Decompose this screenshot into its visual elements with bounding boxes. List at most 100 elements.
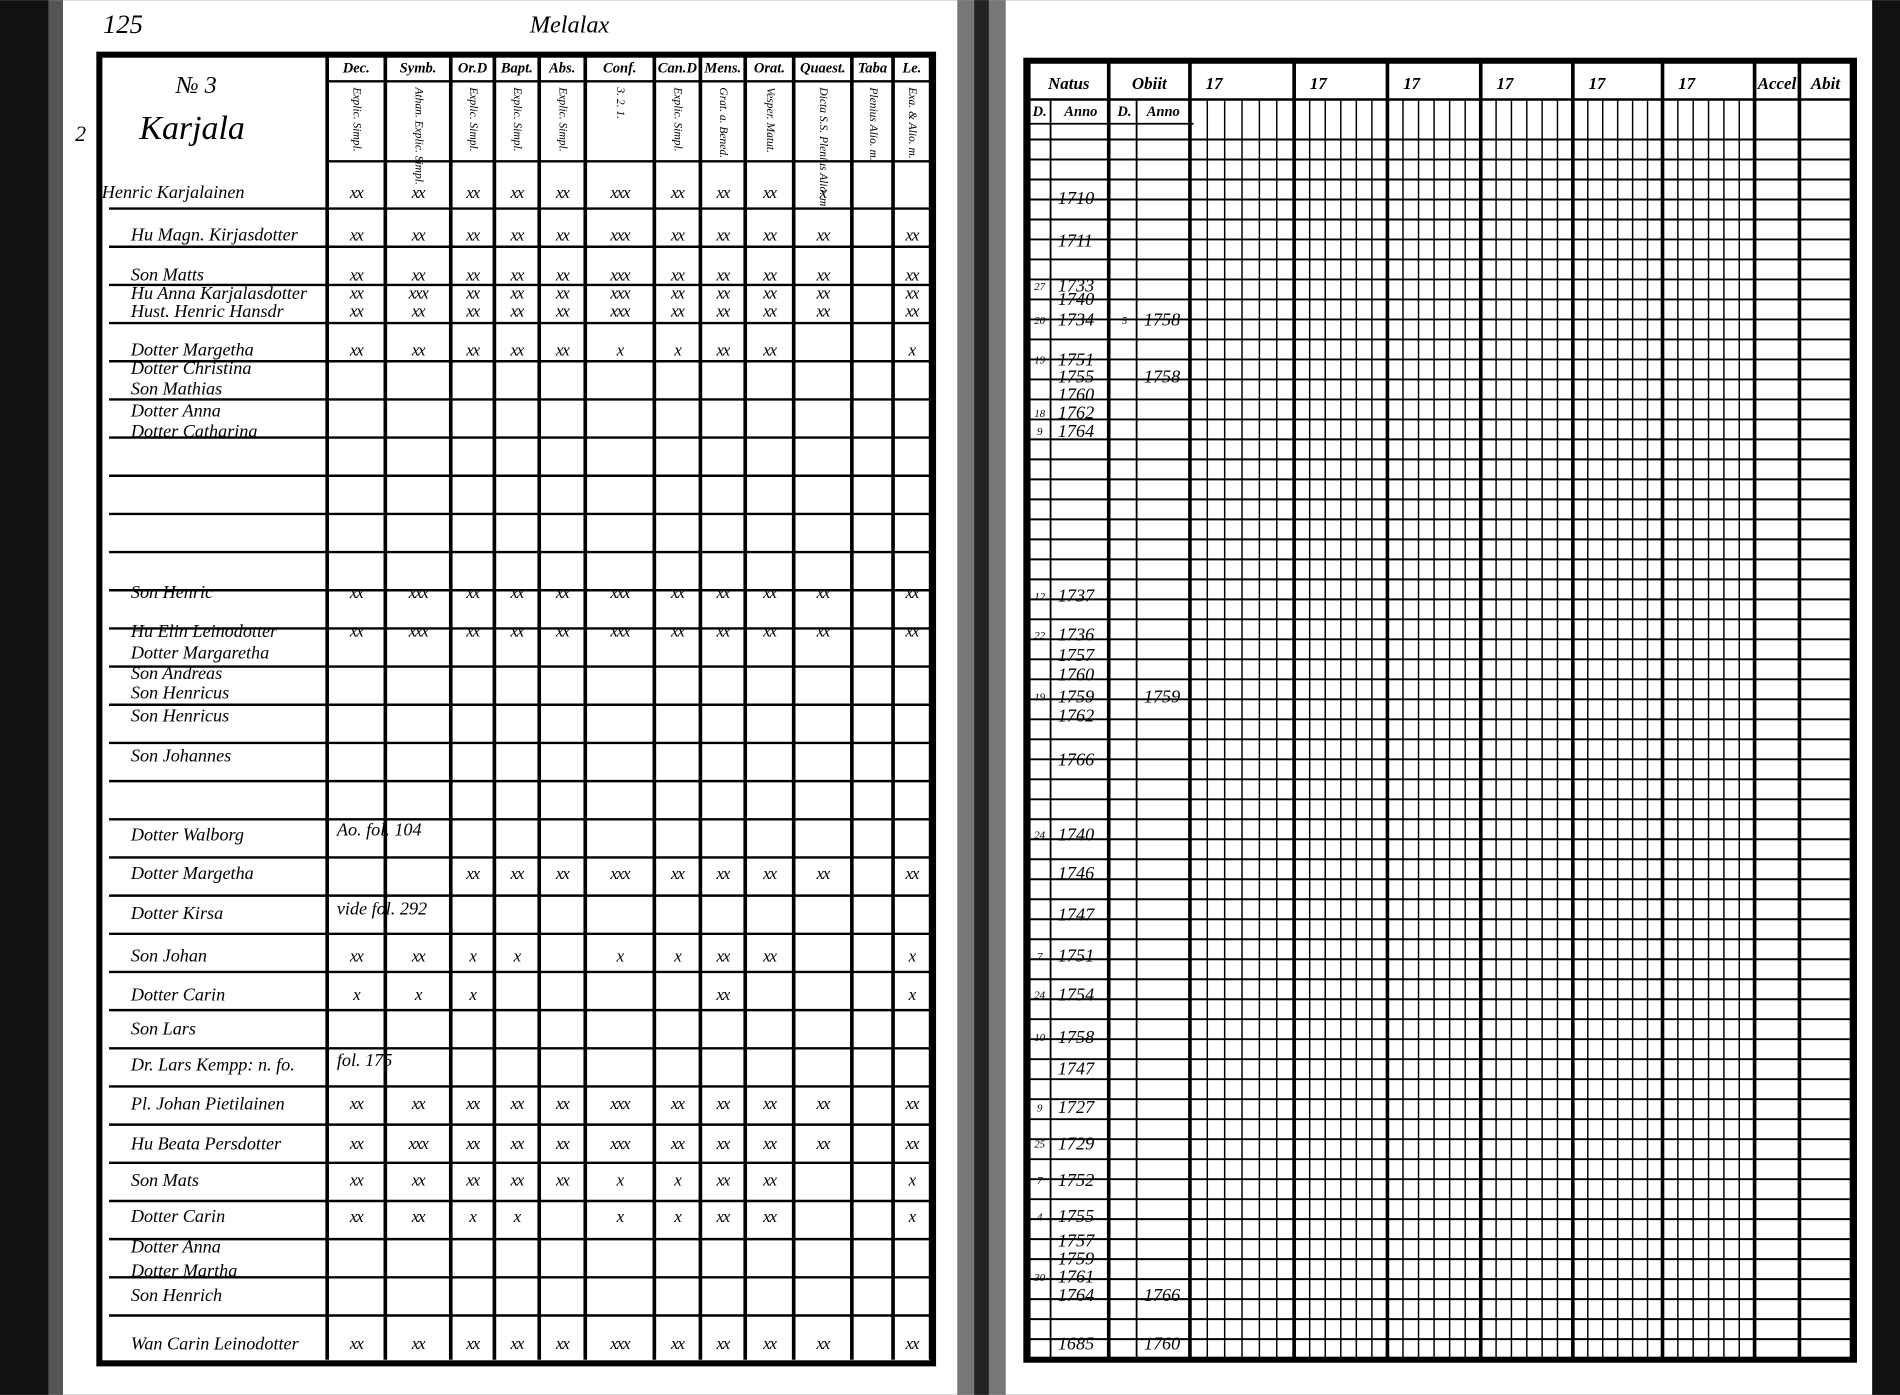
person-name: Hu Anna Karjalasdotter (130, 283, 308, 303)
death-year: 1766 (1144, 1285, 1180, 1305)
catechism-mark: xx (411, 1094, 426, 1113)
birth-day: 4 (1037, 1211, 1043, 1223)
book-edge (1872, 0, 1900, 1395)
catechism-mark: xx (555, 1094, 570, 1113)
catechism-mark: xx (465, 283, 480, 302)
birth-year: 1747 (1058, 904, 1095, 924)
column-title: 17 (1310, 74, 1328, 93)
household-number: № 3 (175, 72, 217, 99)
catechism-mark: xx (465, 622, 480, 641)
person-name: Son Henrich (131, 1285, 222, 1305)
catechism-mark: xx (465, 583, 480, 602)
catechism-mark: xx (715, 583, 730, 602)
catechism-mark: xx (555, 622, 570, 641)
person-name: Son Andreas (131, 663, 222, 683)
catechism-mark: xx (349, 1170, 364, 1189)
catechism-mark: x (468, 1207, 477, 1226)
birth-day: 24 (1034, 830, 1045, 842)
catechism-mark: x (616, 1207, 625, 1226)
birth-year: 1685 (1058, 1333, 1094, 1353)
catechism-mark: xx (509, 340, 524, 359)
birth-year: 1757 (1058, 645, 1095, 665)
catechism-mark: xx (349, 1207, 364, 1226)
catechism-mark: xx (815, 225, 830, 244)
catechism-mark: xx (670, 1334, 685, 1353)
catechism-mark: x (616, 340, 625, 359)
birth-year: 1729 (1058, 1133, 1094, 1153)
column-title: Obiit (1132, 74, 1168, 93)
person-name: Dotter Christina (130, 358, 252, 378)
catechism-mark: xx (905, 1094, 920, 1113)
page-number: 125 (103, 9, 143, 39)
catechism-mark: xx (715, 302, 730, 321)
catechism-mark: xx (715, 1334, 730, 1353)
catechism-mark: xx (555, 864, 570, 883)
catechism-mark: xx (670, 302, 685, 321)
catechism-mark: xx (715, 1094, 730, 1113)
column-subtitle: D. (1032, 104, 1047, 120)
death-year: 1758 (1144, 366, 1180, 386)
birth-year: 1760 (1058, 385, 1094, 405)
catechism-mark: xx (411, 946, 426, 965)
person-name: Henric Karjalainen (101, 182, 245, 202)
catechism-mark: xx (555, 1170, 570, 1189)
birth-day: 9 (1037, 1102, 1043, 1114)
birth-year: 1762 (1058, 403, 1094, 423)
catechism-mark: xx (465, 225, 480, 244)
catechism-mark: xx (815, 1334, 830, 1353)
column-title: 17 (1496, 74, 1514, 93)
catechism-mark: xx (349, 1134, 364, 1153)
catechism-mark: xx (715, 1170, 730, 1189)
catechism-mark: xx (555, 183, 570, 202)
catechism-mark: xxx (609, 1334, 631, 1353)
death-year: 1758 (1144, 309, 1180, 329)
catechism-mark: xx (715, 265, 730, 284)
book-edge (48, 0, 64, 1395)
column-title: Conf. (603, 61, 637, 77)
catechism-mark: x (673, 1170, 682, 1189)
catechism-mark: xx (411, 225, 426, 244)
birth-day: 12 (1034, 591, 1045, 603)
catechism-mark: xx (411, 265, 426, 284)
catechism-mark: xx (555, 225, 570, 244)
catechism-mark: xx (762, 283, 777, 302)
birth-year: 1737 (1058, 586, 1095, 606)
catechism-mark: xx (715, 340, 730, 359)
catechism-mark: xx (815, 283, 830, 302)
catechism-mark: xx (670, 265, 685, 284)
birth-year: 1746 (1058, 863, 1094, 883)
catechism-mark: xx (465, 1170, 480, 1189)
catechism-mark: xx (465, 864, 480, 883)
column-title: Natus (1047, 74, 1090, 93)
catechism-mark: xx (905, 302, 920, 321)
catechism-mark: x (673, 340, 682, 359)
person-name: Son Lars (131, 1018, 196, 1038)
birth-year: 1759 (1058, 1249, 1094, 1269)
catechism-mark: xx (715, 864, 730, 883)
catechism-mark: xx (509, 622, 524, 641)
catechism-mark: xx (715, 622, 730, 641)
column-subtitle: D. (1116, 104, 1131, 120)
column-title: 17 (1206, 74, 1224, 93)
catechism-mark: xx (555, 265, 570, 284)
catechism-mark: xx (905, 1334, 920, 1353)
catechism-mark: xx (465, 265, 480, 284)
column-title: 17 (1589, 74, 1607, 93)
catechism-mark: xxx (408, 1134, 430, 1153)
catechism-mark: xxx (609, 1134, 631, 1153)
catechism-mark: xx (349, 283, 364, 302)
catechism-mark: xx (509, 265, 524, 284)
catechism-mark: xx (715, 946, 730, 965)
catechism-mark: x (468, 946, 477, 965)
birth-day: 7 (1037, 1175, 1043, 1187)
column-subtitle: Anno (1063, 104, 1097, 120)
catechism-mark: xx (715, 183, 730, 202)
column-subtitle: Explic. Simpl. (467, 86, 479, 151)
catechism-mark: xx (509, 1170, 524, 1189)
catechism-mark: xx (670, 583, 685, 602)
column-title: Le. (901, 61, 921, 77)
birth-year: 1736 (1058, 624, 1094, 644)
birth-year: 1727 (1058, 1097, 1095, 1117)
column-subtitle: Anno (1146, 104, 1180, 120)
